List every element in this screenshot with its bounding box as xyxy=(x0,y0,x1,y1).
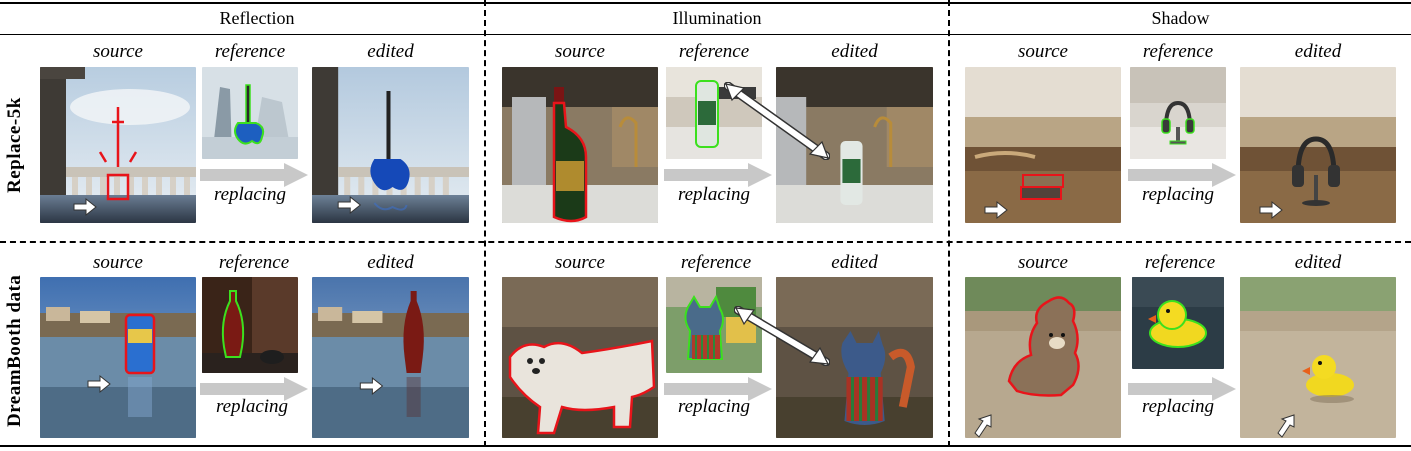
image-path-with-rubber-duck xyxy=(1240,277,1396,438)
row-divider xyxy=(0,241,1411,243)
top-rule xyxy=(0,2,1411,4)
label-edited: edited xyxy=(1294,41,1342,62)
image-blue-guitar xyxy=(202,67,298,159)
label-edited: edited xyxy=(1294,252,1342,273)
process-arrow xyxy=(664,377,772,401)
label-edited: edited xyxy=(831,252,878,273)
image-rubber-duck xyxy=(1132,277,1224,369)
label-replacing: replacing xyxy=(215,396,289,417)
label-replacing: replacing xyxy=(677,396,751,417)
image-ground-with-cat-toy xyxy=(776,277,933,438)
label-source: source xyxy=(1018,252,1068,273)
label-reference: reference xyxy=(214,41,286,62)
column-header-reflection: Reflection xyxy=(219,8,295,28)
header-rule xyxy=(0,34,1411,35)
label-source: source xyxy=(93,252,143,273)
column-header-shadow: Shadow xyxy=(1151,8,1210,28)
label-source: source xyxy=(555,41,605,62)
label-edited: edited xyxy=(367,41,414,62)
column-header-illumination: Illumination xyxy=(672,8,762,28)
label-edited: edited xyxy=(367,252,414,273)
bottom-rule xyxy=(0,445,1411,447)
image-balcony-with-gift-box xyxy=(40,67,196,223)
column-divider-1 xyxy=(484,0,486,447)
process-arrow xyxy=(200,163,308,187)
process-arrow xyxy=(200,377,308,401)
label-reference: reference xyxy=(680,252,752,273)
label-source: source xyxy=(555,252,605,273)
image-headphone-stand xyxy=(1130,67,1226,159)
label-reference: reference xyxy=(218,252,290,273)
image-kitchen-with-can xyxy=(776,67,933,223)
image-frozen-lake-with-can xyxy=(40,277,196,438)
label-reference: reference xyxy=(1142,41,1214,62)
label-replacing: replacing xyxy=(1141,396,1215,417)
process-arrow xyxy=(1128,377,1236,401)
image-table-with-headphones xyxy=(1240,67,1396,223)
image-teddy-bear-on-path xyxy=(965,277,1121,438)
process-arrow xyxy=(664,163,772,187)
image-kitchen-table-with-books xyxy=(965,67,1121,223)
correspondence-arrow xyxy=(724,82,830,160)
image-cat-toy xyxy=(666,277,762,373)
row-label-dreambooth: DreamBooth data xyxy=(4,274,25,428)
label-replacing: replacing xyxy=(213,184,287,205)
process-arrow xyxy=(1128,163,1236,187)
image-red-vase xyxy=(202,277,298,373)
label-reference: reference xyxy=(1144,252,1216,273)
label-reference: reference xyxy=(678,41,750,62)
image-white-dog-on-ground xyxy=(502,277,658,438)
label-replacing: replacing xyxy=(1141,184,1215,205)
image-balcony-with-guitar xyxy=(312,67,469,223)
label-replacing: replacing xyxy=(677,184,751,205)
row-label-replace5k: Replace-5k xyxy=(4,97,25,193)
label-source: source xyxy=(93,41,143,62)
label-edited: edited xyxy=(831,41,878,62)
column-divider-2 xyxy=(948,0,950,447)
image-frozen-lake-with-vase xyxy=(312,277,469,438)
image-kitchen-with-wine-bottle xyxy=(502,67,658,223)
label-source: source xyxy=(1018,41,1068,62)
correspondence-arrow xyxy=(734,306,830,366)
